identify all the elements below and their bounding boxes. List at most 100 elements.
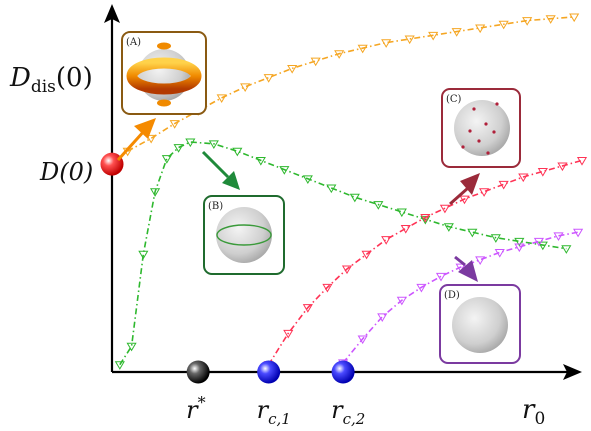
series-1-point: [545, 15, 556, 24]
arrow-to-inset-a: [116, 118, 156, 162]
arrow-to-inset-c: [449, 173, 480, 206]
inset-d-sphere: [452, 297, 508, 353]
series-1-point: [569, 13, 580, 23]
series-4-point: [416, 283, 427, 293]
inset-c: (C): [441, 88, 521, 168]
arrow-to-inset-d: [454, 255, 478, 282]
series-3-point: [400, 225, 411, 234]
series-1-point: [263, 74, 274, 83]
inset-b-sphere: [216, 207, 272, 263]
series-4-point: [573, 228, 584, 238]
series-4-point: [435, 272, 447, 282]
series-4-point: [494, 248, 505, 258]
series-3-point: [498, 180, 509, 190]
series-2-point: [514, 237, 525, 247]
y-axis-label-sub: dis: [31, 77, 56, 97]
x-marker-1-label: r*: [186, 393, 205, 424]
series-2-point: [326, 184, 337, 194]
inset-a: (A): [121, 31, 207, 115]
series-3-line: [267, 159, 583, 366]
y-axis-label-arg: (0): [56, 63, 93, 93]
series-3-point: [322, 283, 333, 293]
x-marker-3: [331, 360, 355, 384]
series-3-point: [459, 195, 470, 205]
series-3-point: [439, 204, 450, 214]
inset-c-sphere: [454, 100, 510, 156]
series-2-point: [185, 138, 196, 148]
inset-d: (D): [439, 284, 521, 364]
series-1-point: [475, 24, 486, 34]
series-1-point: [216, 94, 227, 104]
x-marker-3-label: rc,2: [331, 396, 365, 428]
x-axis-label: r0: [522, 395, 545, 429]
series-3-point: [479, 188, 490, 197]
x-axis-label-sub: 0: [534, 409, 545, 429]
series-2-line: [119, 141, 567, 366]
series-4-point: [396, 296, 407, 306]
series-4-line: [342, 231, 579, 364]
series-2-point: [208, 140, 219, 150]
series-1-point: [240, 83, 251, 92]
series-1-point: [146, 134, 157, 144]
series-2-point: [138, 250, 149, 260]
series-4-point: [377, 313, 388, 322]
series-2-point: [349, 193, 360, 203]
series-2-point: [537, 241, 548, 251]
x-axis-arrowhead: [563, 364, 582, 380]
series-1-point: [522, 17, 533, 26]
series-1-point: [310, 57, 321, 67]
series-2-point: [173, 144, 184, 153]
inset-b-label: (B): [208, 201, 223, 212]
series-2-point: [161, 155, 172, 164]
series-2-point: [561, 245, 572, 254]
series-1-point: [381, 39, 392, 48]
series-3-point: [283, 329, 294, 339]
series-4-point: [455, 263, 466, 273]
series-1-point: [451, 28, 462, 37]
series-2-point: [420, 215, 431, 225]
series-4: [338, 228, 584, 368]
d0-label: D(0): [39, 158, 93, 186]
x-marker-2: [257, 360, 281, 384]
arrow-to-inset-b: [201, 150, 240, 190]
series-4-point: [357, 335, 368, 345]
series-3-point: [537, 168, 548, 177]
series-3-point: [361, 250, 372, 260]
series-4-point: [514, 243, 525, 253]
series-2-point: [302, 175, 313, 184]
inset-c-points-icon: [461, 102, 499, 155]
series-3-point: [302, 304, 313, 313]
inset-a-label: (A): [126, 37, 141, 48]
series-2-point: [126, 342, 137, 352]
series-1-point: [498, 20, 509, 30]
axis-markers: r* rc,1 rc,2: [100, 152, 365, 428]
series-1-point: [357, 44, 368, 54]
series-1-point: [169, 120, 180, 129]
series-2-point: [255, 156, 266, 166]
series-4-point: [475, 256, 486, 265]
series-2-point: [232, 147, 243, 157]
inset-a-top-cap-icon: [157, 42, 171, 50]
inset-b-ring-icon: [216, 224, 272, 246]
series-2-point: [443, 223, 454, 232]
series-2-point: [150, 188, 161, 197]
series-4-point: [533, 237, 544, 247]
x-axis-label-base: r: [522, 395, 536, 425]
inset-c-label: (C): [446, 94, 462, 105]
series-2: [114, 138, 572, 370]
series-2-point: [114, 361, 125, 370]
series-1-point: [334, 50, 345, 59]
y-axis-label: Ddis(0): [9, 63, 93, 97]
series-3-point: [341, 265, 353, 275]
series-1-point: [404, 35, 415, 45]
inset-a-bottom-cap-icon: [157, 99, 171, 107]
inset-d-label: (D): [444, 290, 460, 301]
series-3-point: [381, 236, 392, 245]
series-3: [263, 156, 588, 370]
series-3-point: [576, 156, 588, 166]
series-3-point: [420, 214, 431, 223]
x-marker-2-label: rc,1: [257, 396, 291, 428]
series-2-point: [467, 228, 478, 238]
series-2-point: [490, 234, 501, 243]
